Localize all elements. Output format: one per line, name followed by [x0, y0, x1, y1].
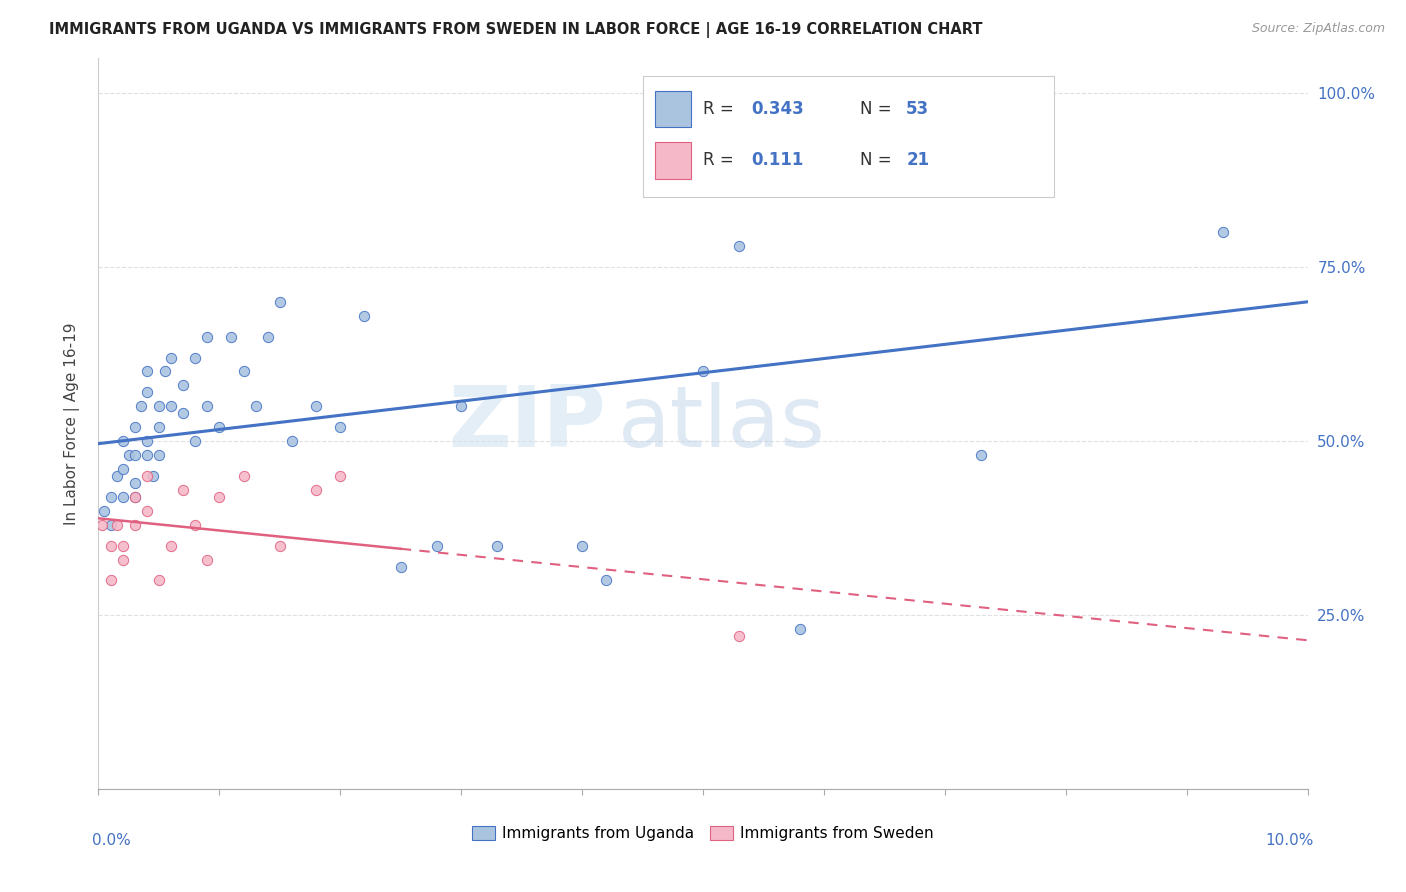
Bar — [643, 76, 1053, 197]
Point — [111, 552, 134, 566]
Text: N =: N = — [860, 152, 897, 169]
Text: 10.0%: 10.0% — [1265, 833, 1313, 848]
Point — [208, 420, 231, 434]
Point — [728, 239, 751, 253]
Point — [105, 517, 128, 532]
Bar — [655, 91, 690, 128]
Point — [232, 364, 254, 378]
Text: R =: R = — [703, 100, 740, 118]
Point — [111, 539, 134, 553]
Point — [124, 517, 146, 532]
Text: R =: R = — [703, 152, 744, 169]
Point — [426, 539, 449, 553]
Point — [111, 462, 134, 476]
Point — [129, 399, 152, 413]
Point — [571, 539, 593, 553]
Point — [195, 329, 218, 343]
Y-axis label: In Labor Force | Age 16-19: In Labor Force | Age 16-19 — [63, 322, 80, 525]
Point — [305, 483, 328, 497]
Point — [135, 448, 157, 462]
Text: 21: 21 — [905, 152, 929, 169]
Point — [1212, 225, 1234, 239]
Point — [105, 469, 128, 483]
Point — [281, 434, 304, 449]
Point — [148, 448, 170, 462]
Text: ZIP: ZIP — [449, 382, 606, 466]
Text: 53: 53 — [905, 100, 929, 118]
Point — [124, 420, 146, 434]
Text: 0.0%: 0.0% — [93, 833, 131, 848]
Text: atlas: atlas — [619, 382, 827, 466]
Point — [135, 385, 157, 400]
Point — [91, 517, 114, 532]
Point — [256, 329, 278, 343]
Text: IMMIGRANTS FROM UGANDA VS IMMIGRANTS FROM SWEDEN IN LABOR FORCE | AGE 16-19 CORR: IMMIGRANTS FROM UGANDA VS IMMIGRANTS FRO… — [49, 22, 983, 38]
Point — [93, 504, 115, 518]
Point — [172, 483, 194, 497]
Point — [160, 399, 183, 413]
Point — [353, 309, 375, 323]
Point — [100, 490, 122, 504]
Point — [813, 142, 835, 156]
Point — [100, 539, 122, 553]
Point — [172, 406, 194, 420]
Text: 0.343: 0.343 — [751, 100, 804, 118]
Point — [124, 490, 146, 504]
Point — [208, 490, 231, 504]
Point — [172, 378, 194, 392]
Point — [135, 434, 157, 449]
Point — [329, 420, 352, 434]
Text: N =: N = — [860, 100, 897, 118]
Bar — [655, 142, 690, 178]
Point — [329, 469, 352, 483]
Point — [100, 517, 122, 532]
Point — [148, 574, 170, 588]
Point — [232, 469, 254, 483]
Point — [142, 469, 165, 483]
Point — [789, 622, 811, 636]
Point — [269, 539, 291, 553]
Point — [135, 469, 157, 483]
Point — [153, 364, 176, 378]
Point — [135, 364, 157, 378]
Point — [595, 574, 617, 588]
Point — [148, 420, 170, 434]
Point — [124, 475, 146, 490]
Legend: Immigrants from Uganda, Immigrants from Sweden: Immigrants from Uganda, Immigrants from … — [465, 821, 941, 847]
Point — [269, 294, 291, 309]
Point — [450, 399, 472, 413]
Point — [184, 351, 207, 365]
Point — [118, 448, 141, 462]
Text: Source: ZipAtlas.com: Source: ZipAtlas.com — [1251, 22, 1385, 36]
Text: 0.111: 0.111 — [751, 152, 804, 169]
Point — [486, 539, 509, 553]
Point — [111, 434, 134, 449]
Point — [135, 504, 157, 518]
Point — [195, 552, 218, 566]
Point — [148, 399, 170, 413]
Point — [184, 434, 207, 449]
Point — [970, 448, 993, 462]
Point — [124, 490, 146, 504]
Point — [305, 399, 328, 413]
Point — [873, 106, 896, 120]
Point — [160, 351, 183, 365]
Point — [221, 329, 243, 343]
Point — [111, 490, 134, 504]
Point — [160, 539, 183, 553]
Point — [124, 448, 146, 462]
Point — [184, 517, 207, 532]
Point — [100, 574, 122, 588]
Point — [728, 629, 751, 643]
Point — [195, 399, 218, 413]
Point — [245, 399, 267, 413]
Point — [389, 559, 412, 574]
Point — [692, 364, 714, 378]
